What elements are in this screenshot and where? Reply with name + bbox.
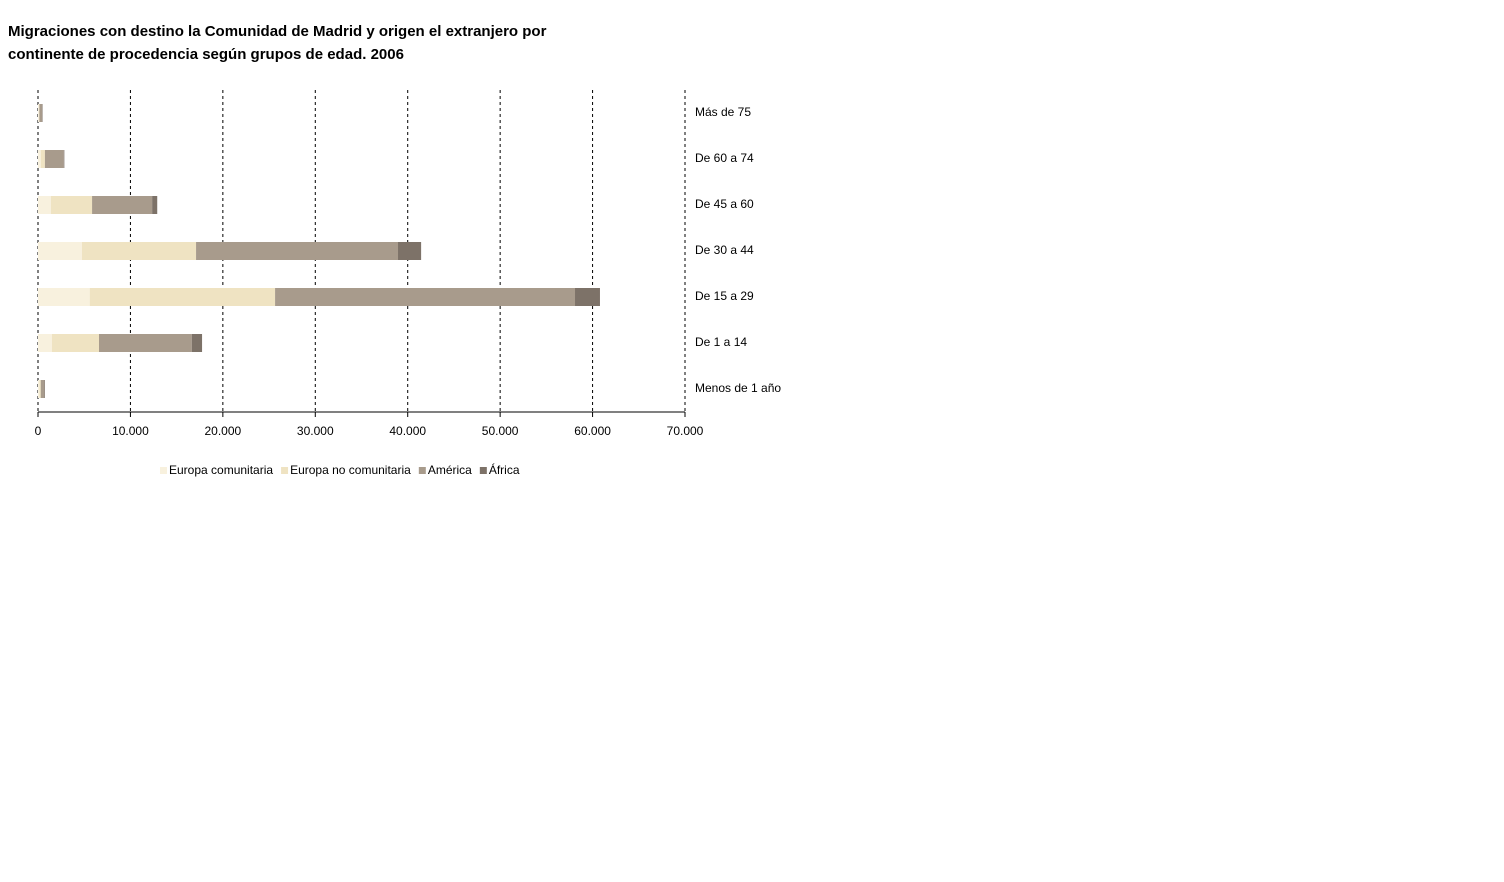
x-tick-label: 10.000 [112,424,149,438]
bar-segment [92,196,153,214]
category-label: Menos de 1 año [695,381,781,395]
bar-segment [40,380,45,398]
bar-segment [40,150,45,168]
bar-segment [38,242,82,260]
legend-swatch [160,467,167,474]
bar-segment [39,380,41,398]
bar-segment [39,104,43,122]
bar-segment [575,288,600,306]
bar-segment [191,334,203,352]
bar-segment [38,334,52,352]
x-tick-label: 70.000 [667,424,704,438]
x-tick-label: 40.000 [389,424,426,438]
bar-segment [44,150,64,168]
category-label: De 60 a 74 [695,151,754,165]
bar-segment [38,196,51,214]
bar-segment [51,334,100,352]
x-tick-label: 30.000 [297,424,334,438]
category-label: De 1 a 14 [695,335,747,349]
bar-segment [99,334,192,352]
legend-swatch [418,467,426,474]
x-tick-label: 0 [35,424,42,438]
category-label: Más de 75 [695,105,751,119]
x-tick-label: 60.000 [574,424,611,438]
bar-segment [50,196,93,214]
bar-segment [38,150,41,168]
legend-swatch [479,467,487,474]
category-label: De 45 a 60 [695,197,754,211]
bar-segment [275,288,576,306]
x-tick-label: 50.000 [482,424,519,438]
category-label: De 30 a 44 [695,243,754,257]
bar-segment [38,104,39,122]
legend-label: América [428,463,472,477]
legend-label: Europa no comunitaria [290,463,411,477]
legend-swatch [281,467,289,474]
chart-title: Migraciones con destino la Comunidad de … [8,23,547,63]
bar-segment [38,288,90,306]
bar-segment [152,196,158,214]
bar-segment [89,288,276,306]
legend-label: África [489,462,520,477]
bar-segment [398,242,422,260]
bar-segment [196,242,399,260]
bar-segment [81,242,197,260]
category-label: De 15 a 29 [695,289,754,303]
legend-label: Europa comunitaria [169,463,273,477]
x-tick-label: 20.000 [205,424,242,438]
bar-segment [38,380,40,398]
